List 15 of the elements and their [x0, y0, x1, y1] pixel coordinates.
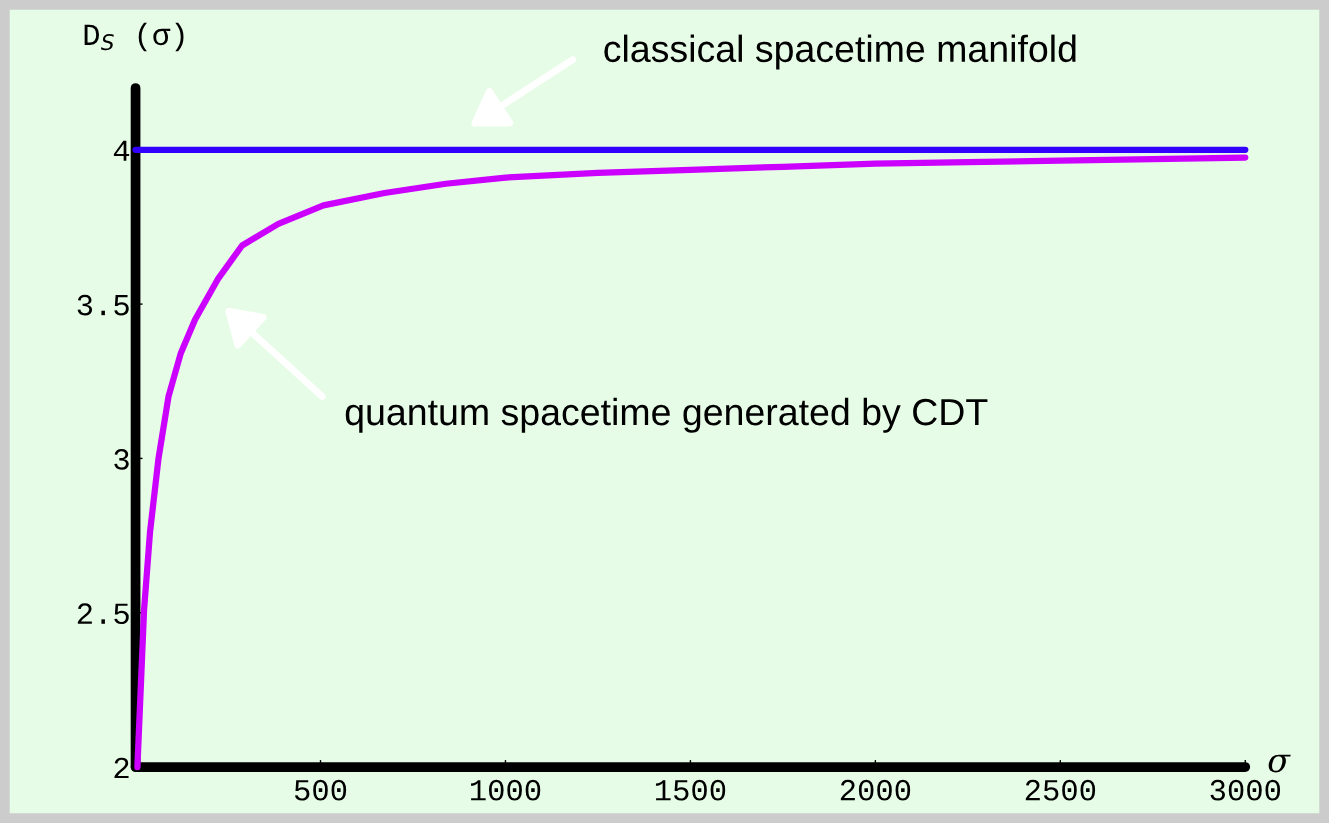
x-axis-title: σ — [1268, 754, 1291, 773]
x-tick-label: 3000 — [1210, 779, 1281, 801]
y-axis-title: D$_{S}$ (σ) — [84, 22, 184, 52]
x-tick-label: 2500 — [1025, 779, 1096, 801]
y-tick-label: 2.5 — [77, 603, 129, 625]
y-tick-label: 3.5 — [77, 294, 129, 316]
annotation: quantum spacetime generated by CDT — [345, 397, 988, 433]
text: classical spacetime manifold — [604, 34, 1076, 70]
x-tick-label: 1000 — [471, 779, 541, 801]
x-tick-label: 2000 — [840, 779, 911, 801]
y-tick-label: 3 — [114, 449, 129, 470]
x-tick-label: 1500 — [655, 779, 726, 801]
y-tick-label: 2 — [114, 757, 129, 779]
y-tick-label: 4 — [113, 140, 130, 161]
x-tick-label: 500 — [294, 779, 347, 801]
